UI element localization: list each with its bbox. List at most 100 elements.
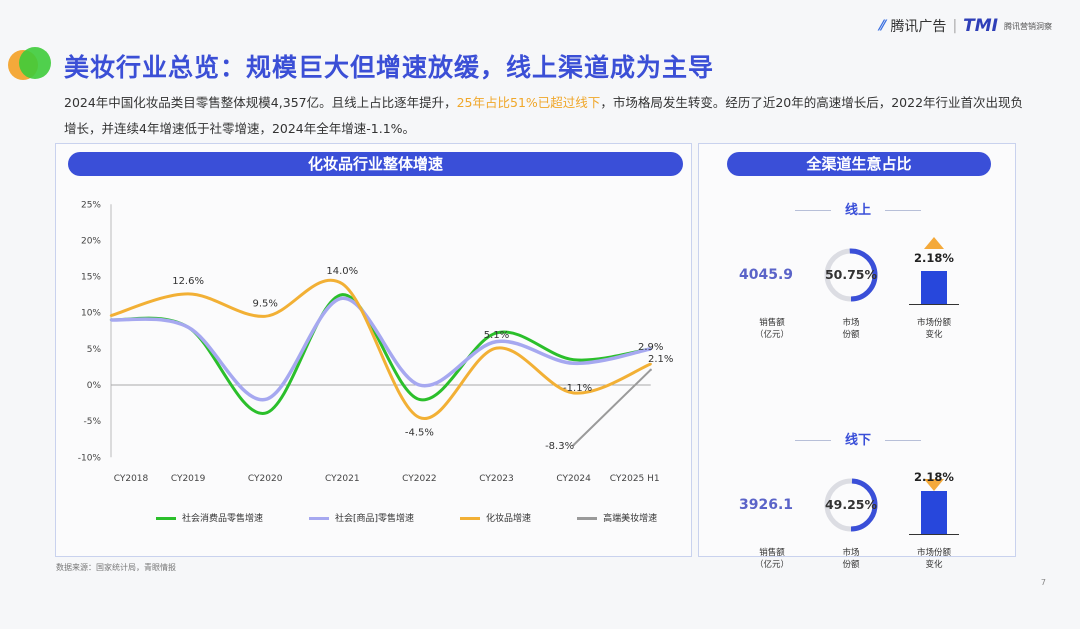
data-point xyxy=(418,416,421,419)
title-bubble-icon xyxy=(8,47,51,80)
chart-legend: 社会消费品零售增速 社会[商品]零售增速 化妆品增速 高端美妆增速 xyxy=(156,511,657,524)
legend-swatch xyxy=(577,517,598,520)
market-share-donut: 50.75% xyxy=(823,247,879,303)
market-share-donut: 49.25% xyxy=(823,477,879,533)
data-point xyxy=(649,347,652,351)
share-label: 市场 份额 xyxy=(842,318,860,340)
y-tick-label: 25% xyxy=(81,200,101,210)
channel-name: 线上 xyxy=(699,199,1017,218)
x-tick-label: CY2019 xyxy=(171,474,206,484)
legend-swatch xyxy=(460,517,481,520)
data-source: 数据来源：国家统计局，青眼情报 xyxy=(56,563,176,572)
growth-chart-panel: 化妆品行业整体增速 25% 20% 15% 10% 5% 0% -5% -10% CY2018 C… xyxy=(55,143,692,557)
share-change-bar xyxy=(921,491,947,534)
x-tick-label: CY2018 xyxy=(114,474,149,484)
page-description: 2024年中国化妆品类目零售整体规模4,357亿。且线上占比逐年提升，25年占比… xyxy=(64,95,1024,136)
brand-tmi: TMI xyxy=(963,16,998,36)
data-label: -1.1% xyxy=(563,383,592,394)
market-share-value: 49.25% xyxy=(824,497,878,512)
y-tick-label: 10% xyxy=(81,309,101,319)
data-point xyxy=(572,443,575,447)
series-line-2 xyxy=(110,278,652,420)
highlight-text: 25年占比51%已超过线下 xyxy=(456,95,601,110)
y-tick-label: 0% xyxy=(87,381,102,391)
data-point xyxy=(495,331,498,335)
data-point xyxy=(572,362,575,365)
y-tick-label: 5% xyxy=(87,345,102,355)
chart-title: 化妆品行业整体增速 xyxy=(68,152,683,176)
share-change-value: 2.18% xyxy=(914,251,954,265)
data-point xyxy=(572,358,575,361)
legend-label: 社会消费品零售增速 xyxy=(182,514,264,524)
channel-share-panel: 全渠道生意占比 线上 4045.9 销售额 （亿元） 50.75% 市场 份额 2.… xyxy=(698,143,1017,570)
legend-item[interactable]: 高端美妆增速 xyxy=(577,511,657,524)
page-number: 7 xyxy=(1040,578,1046,587)
arrow-down-icon xyxy=(924,479,944,491)
sales-value: 3926.1 xyxy=(739,497,794,513)
data-label: 2.1% xyxy=(648,354,673,365)
legend-swatch xyxy=(309,517,330,520)
x-tick-label: CY2023 xyxy=(479,474,514,484)
data-label: 2.9% xyxy=(638,342,663,353)
sales-value: 4045.9 xyxy=(739,267,794,283)
data-label: 9.5% xyxy=(252,298,277,309)
donut-fill xyxy=(824,248,878,302)
y-tick-label: 20% xyxy=(81,236,101,246)
data-point xyxy=(341,293,344,296)
page-title: 美妆行业总览：规模巨大但增速放缓，线上渠道成为主导 xyxy=(64,53,715,82)
channel-section-0: 线上 4045.9 销售额 （亿元） 50.75% 市场 份额 2.18% 市场份额… xyxy=(699,199,1017,399)
brand-tmi-sub: 腾讯营销洞察 xyxy=(1004,21,1052,31)
data-point xyxy=(649,362,652,366)
y-tick-label: -5% xyxy=(83,417,101,427)
data-point xyxy=(418,383,421,387)
data-point xyxy=(572,391,575,395)
legend-item[interactable]: 社会消费品零售增速 xyxy=(156,511,263,524)
data-point xyxy=(186,325,190,329)
data-label: 12.6% xyxy=(172,276,204,287)
data-point xyxy=(264,398,267,401)
donut-fill xyxy=(824,478,878,532)
data-point xyxy=(186,292,190,296)
x-tick-label: CY2022 xyxy=(402,474,437,484)
market-share-value: 50.75% xyxy=(824,267,878,282)
data-point xyxy=(418,398,421,401)
y-tick-label: -10% xyxy=(78,453,102,463)
x-tick-label: CY2021 xyxy=(325,474,360,484)
x-tick-label: CY2025 H1 xyxy=(610,474,660,484)
data-point xyxy=(341,282,344,285)
legend-label: 社会[商品]零售增速 xyxy=(335,514,415,524)
change-label: 市场份额 变化 xyxy=(916,318,951,340)
channel-panel-title: 全渠道生意占比 xyxy=(727,152,991,176)
bar-baseline xyxy=(909,534,959,535)
x-tick-label: CY2020 xyxy=(248,474,283,484)
brand-logos: ⫽ 腾讯广告 | TMI 腾讯营销洞察 xyxy=(878,16,1052,36)
sales-label: 销售额 （亿元） xyxy=(754,548,789,570)
data-point xyxy=(264,315,267,318)
sales-label: 销售额 （亿元） xyxy=(754,318,789,340)
legend-label: 化妆品增速 xyxy=(486,514,532,524)
tencent-ads-logo-icon: ⫽ xyxy=(878,18,885,34)
share-change-bar xyxy=(921,271,947,304)
legend-label: 高端美妆增速 xyxy=(603,514,658,524)
channel-name: 线下 xyxy=(699,429,1017,448)
data-point xyxy=(109,318,113,322)
y-tick-label: 15% xyxy=(81,273,101,283)
data-point xyxy=(109,314,113,317)
channel-section-1: 线下 3926.1 销售额 （亿元） 49.25% 市场 份额 2.18% 市场份额… xyxy=(699,429,1017,629)
legend-item[interactable]: 社会[商品]零售增速 xyxy=(309,511,414,524)
data-point xyxy=(495,346,498,350)
data-point xyxy=(495,340,498,343)
share-label: 市场 份额 xyxy=(842,548,860,570)
x-tick-label: CY2024 xyxy=(556,474,591,484)
series-line-high-end-beauty xyxy=(572,369,652,446)
brand-tencent-ads: 腾讯广告 xyxy=(890,19,947,35)
data-point xyxy=(649,368,652,372)
data-label: -4.5% xyxy=(405,428,434,439)
data-label: -8.3% xyxy=(545,441,574,452)
arrow-up-icon xyxy=(924,237,944,249)
data-label: 14.0% xyxy=(326,266,358,277)
bar-baseline xyxy=(909,304,959,305)
growth-line-chart: 25% 20% 15% 10% 5% 0% -5% -10% CY2018 CY2019 CY202… xyxy=(78,200,674,484)
share-change-value: 2.18% xyxy=(914,470,954,484)
legend-item[interactable]: 化妆品增速 xyxy=(460,511,531,524)
